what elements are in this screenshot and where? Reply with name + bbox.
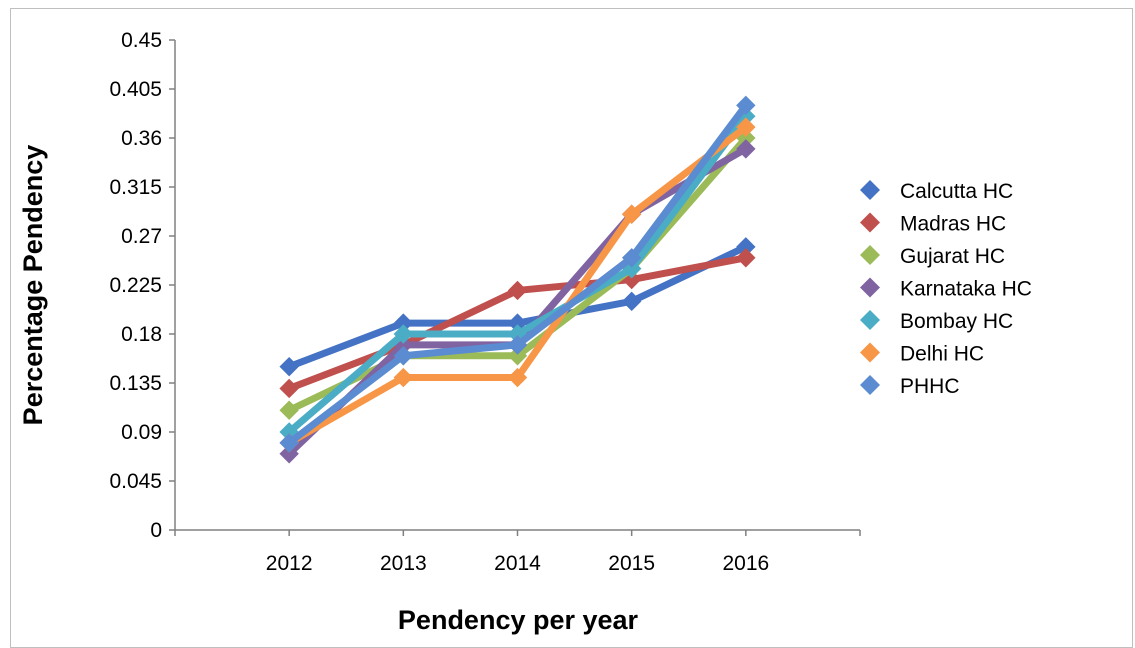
legend-marker-madras-hc — [860, 212, 880, 233]
y-tick-label: 0.225 — [109, 274, 162, 297]
legend-label-gujarat-hc: Gujarat HC — [900, 245, 1005, 268]
data-point-calcutta-hc — [279, 356, 299, 377]
data-point-karnataka-hc — [279, 444, 299, 464]
data-point-calcutta-hc — [621, 291, 642, 312]
series-layer — [279, 95, 756, 464]
y-axis: 0 0.045 0.09 0.135 0.18 0.225 0.27 0.315 0.36 0.4… — [109, 29, 176, 542]
x-tick-label: 2014 — [494, 552, 541, 575]
legend-label-madras-hc: Madras HC — [900, 213, 1006, 236]
data-point-bombay-hc — [393, 324, 414, 344]
x-axis: 2012 2013 2014 2015 2016 — [174, 529, 861, 575]
y-tick-label: 0.09 — [121, 421, 162, 444]
legend-label-bombay-hc: Bombay HC — [900, 310, 1013, 333]
data-point-phhc — [621, 248, 642, 268]
data-point-delhi-hc — [621, 204, 642, 224]
legend-item-bombay-hc: Bombay HC — [860, 310, 1013, 333]
data-point-delhi-hc — [736, 117, 756, 137]
line-chart: 0 0.045 0.09 0.135 0.18 0.225 0.27 0.315 0.36 0.4… — [18, 29, 1032, 635]
legend: Calcutta HC Madras HC Gujarat HC Karnataka … — [860, 180, 1032, 398]
data-point-gujarat-hc — [507, 346, 528, 366]
data-point-madras-hc — [279, 378, 299, 399]
legend-label-delhi-hc: Delhi HC — [900, 343, 984, 366]
legend-item-gujarat-hc: Gujarat HC — [860, 245, 1005, 268]
data-point-phhc — [736, 95, 756, 116]
y-tick-label: 0.405 — [109, 78, 162, 101]
legend-label-calcutta-hc: Calcutta HC — [900, 180, 1013, 203]
legend-marker-bombay-hc — [860, 310, 880, 330]
legend-item-madras-hc: Madras HC — [860, 212, 1006, 236]
legend-item-delhi-hc: Delhi HC — [860, 342, 984, 366]
y-tick-label: 0.27 — [121, 225, 162, 248]
legend-marker-karnataka-hc — [860, 277, 880, 298]
series-phhc — [279, 95, 756, 453]
legend-marker-delhi-hc — [860, 342, 880, 363]
x-axis-title: Pendency per year — [398, 605, 639, 635]
legend-label-phhc: PHHC — [900, 375, 960, 398]
data-point-phhc — [507, 335, 528, 355]
legend-item-karnataka-hc: Karnataka HC — [860, 277, 1032, 301]
y-axis-title: Percentage Pendency — [18, 145, 48, 426]
data-point-phhc — [279, 433, 299, 453]
data-point-delhi-hc — [507, 367, 528, 388]
y-tick-label: 0 — [150, 519, 162, 542]
data-point-madras-hc — [507, 280, 528, 301]
y-tick-label: 0.315 — [109, 176, 162, 199]
x-tick-label: 2016 — [722, 552, 769, 575]
legend-item-phhc: PHHC — [860, 375, 960, 398]
series-calcutta-hc — [279, 237, 756, 377]
x-tick-label: 2015 — [608, 552, 655, 575]
data-point-karnataka-hc — [736, 139, 756, 159]
y-tick-label: 0.045 — [109, 470, 162, 493]
x-tick-label: 2013 — [380, 552, 427, 575]
y-tick-label: 0.45 — [121, 29, 162, 52]
legend-item-calcutta-hc: Calcutta HC — [860, 180, 1013, 203]
y-tick-label: 0.18 — [121, 323, 162, 346]
legend-label-karnataka-hc: Karnataka HC — [900, 278, 1032, 301]
data-point-delhi-hc — [393, 367, 414, 388]
legend-marker-calcutta-hc — [860, 180, 880, 200]
legend-marker-phhc — [860, 375, 880, 395]
data-point-madras-hc — [736, 248, 756, 268]
x-tick-label: 2012 — [266, 552, 313, 575]
data-point-phhc — [393, 346, 414, 366]
y-tick-label: 0.36 — [121, 127, 162, 150]
y-tick-label: 0.135 — [109, 372, 162, 395]
legend-marker-gujarat-hc — [860, 245, 880, 265]
data-point-gujarat-hc — [279, 400, 299, 420]
